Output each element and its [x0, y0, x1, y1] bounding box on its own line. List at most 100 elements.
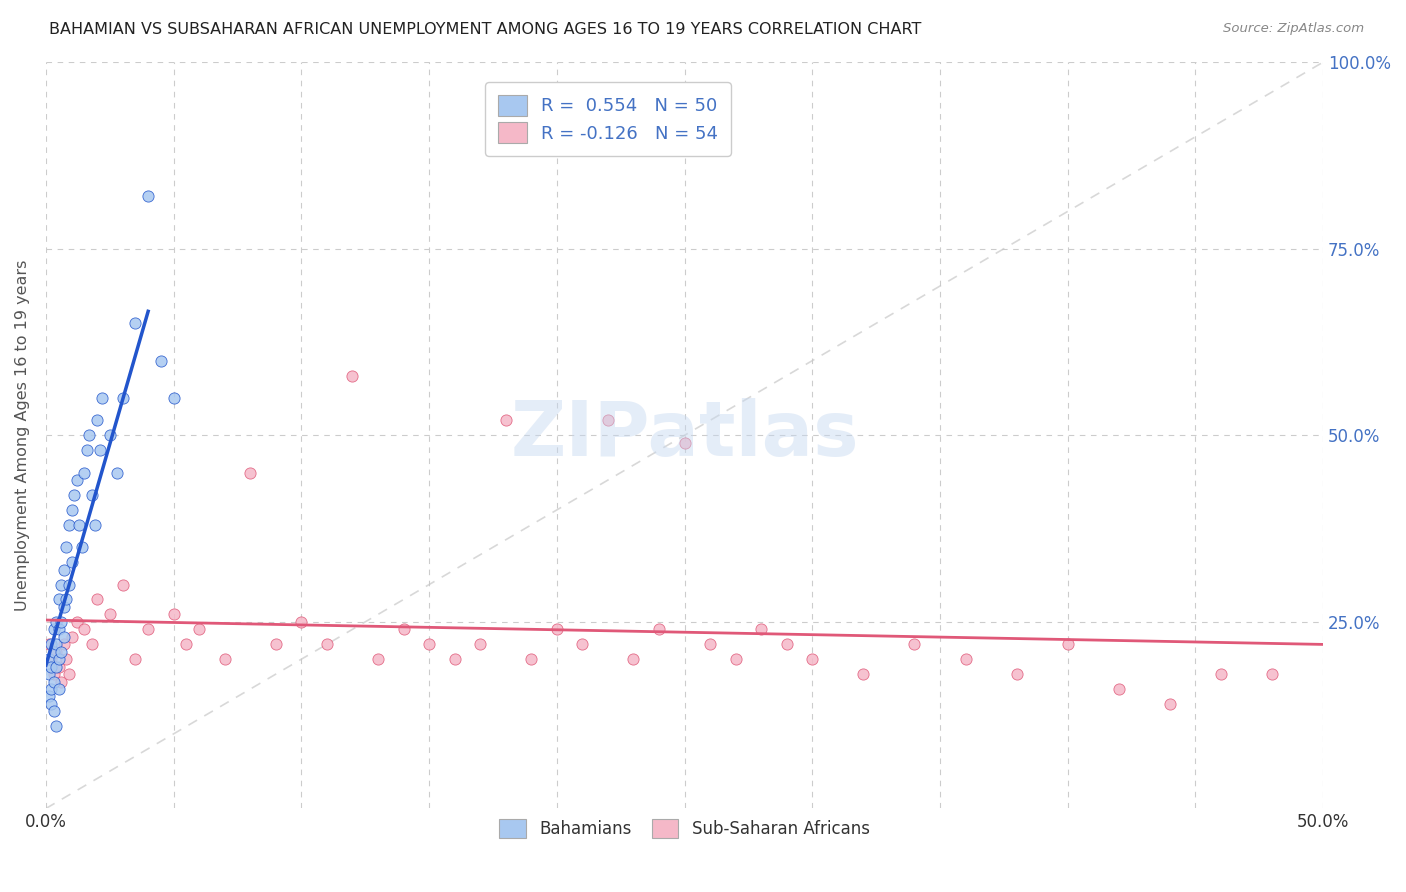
Point — [42, 705, 65, 719]
Point — [48, 659, 70, 673]
Legend: Bahamians, Sub-Saharan Africans: Bahamians, Sub-Saharan Africans — [492, 813, 876, 845]
Point — [98, 607, 121, 622]
Point — [89, 443, 111, 458]
Point — [73, 623, 96, 637]
Point — [107, 466, 129, 480]
Point — [55, 592, 77, 607]
Point — [42, 645, 65, 659]
Point — [418, 637, 440, 651]
Point — [42, 667, 65, 681]
Point — [51, 645, 73, 659]
Point — [38, 667, 60, 681]
Point — [39, 681, 62, 696]
Point — [63, 488, 86, 502]
Point — [342, 368, 364, 383]
Point — [124, 652, 146, 666]
Point — [73, 466, 96, 480]
Point — [80, 488, 103, 502]
Point — [1209, 667, 1232, 681]
Point — [58, 577, 80, 591]
Point — [1108, 681, 1130, 696]
Point — [955, 652, 977, 666]
Point — [136, 189, 159, 203]
Point — [98, 428, 121, 442]
Point — [48, 681, 70, 696]
Point — [55, 540, 77, 554]
Point — [1056, 637, 1078, 651]
Point — [83, 517, 105, 532]
Point — [45, 719, 67, 733]
Point — [111, 577, 134, 591]
Point — [51, 577, 73, 591]
Point — [55, 652, 77, 666]
Point — [52, 599, 75, 614]
Point — [316, 637, 339, 651]
Point — [65, 615, 87, 629]
Point — [48, 623, 70, 637]
Point — [188, 623, 211, 637]
Text: BAHAMIAN VS SUBSAHARAN AFRICAN UNEMPLOYMENT AMONG AGES 16 TO 19 YEARS CORRELATIO: BAHAMIAN VS SUBSAHARAN AFRICAN UNEMPLOYM… — [49, 22, 921, 37]
Point — [264, 637, 287, 651]
Point — [65, 473, 87, 487]
Point — [699, 637, 721, 651]
Point — [39, 637, 62, 651]
Point — [136, 623, 159, 637]
Point — [852, 667, 875, 681]
Point — [52, 630, 75, 644]
Point — [60, 503, 83, 517]
Point — [776, 637, 799, 651]
Point — [51, 674, 73, 689]
Point — [79, 428, 101, 442]
Point — [520, 652, 543, 666]
Point — [903, 637, 925, 651]
Point — [52, 563, 75, 577]
Point — [495, 413, 517, 427]
Point — [60, 555, 83, 569]
Point — [45, 659, 67, 673]
Point — [443, 652, 465, 666]
Point — [163, 607, 186, 622]
Point — [58, 517, 80, 532]
Point — [48, 652, 70, 666]
Point — [571, 637, 593, 651]
Point — [52, 637, 75, 651]
Point — [124, 316, 146, 330]
Point — [60, 630, 83, 644]
Point — [58, 667, 80, 681]
Point — [214, 652, 236, 666]
Point — [86, 413, 108, 427]
Point — [1005, 667, 1028, 681]
Point — [42, 674, 65, 689]
Point — [623, 652, 645, 666]
Point — [470, 637, 492, 651]
Text: ZIPatlas: ZIPatlas — [510, 399, 859, 472]
Point — [39, 652, 62, 666]
Point — [80, 637, 103, 651]
Point — [290, 615, 312, 629]
Y-axis label: Unemployment Among Ages 16 to 19 years: Unemployment Among Ages 16 to 19 years — [15, 260, 30, 611]
Point — [392, 623, 415, 637]
Point — [67, 517, 90, 532]
Point — [724, 652, 747, 666]
Point — [801, 652, 824, 666]
Point — [648, 623, 671, 637]
Point — [149, 353, 172, 368]
Point — [70, 540, 93, 554]
Point — [111, 391, 134, 405]
Point — [163, 391, 186, 405]
Point — [176, 637, 198, 651]
Point — [42, 623, 65, 637]
Point — [1159, 697, 1181, 711]
Point — [91, 391, 114, 405]
Point — [39, 659, 62, 673]
Point — [45, 645, 67, 659]
Point — [546, 623, 568, 637]
Point — [38, 690, 60, 704]
Point — [749, 623, 772, 637]
Point — [1261, 667, 1284, 681]
Point — [38, 652, 60, 666]
Point — [51, 615, 73, 629]
Point — [45, 637, 67, 651]
Point — [38, 637, 60, 651]
Point — [596, 413, 619, 427]
